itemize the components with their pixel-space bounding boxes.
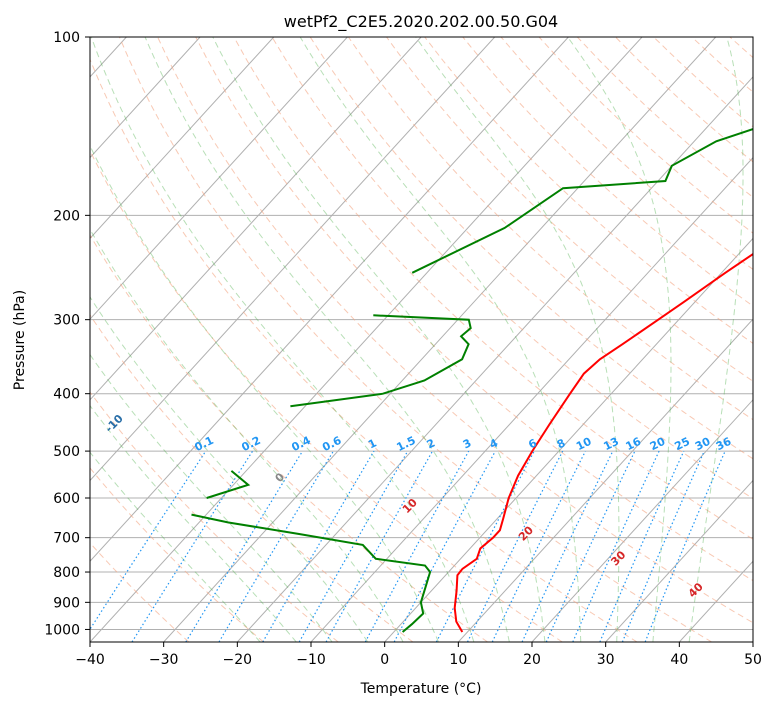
y-tick-label: 800	[53, 565, 80, 581]
mixing-ratio-label: 16	[624, 435, 644, 454]
mixing-ratio-label: 25	[673, 435, 692, 453]
dry-adiabat-lines	[90, 37, 753, 642]
isotherm-line	[90, 37, 422, 401]
mixing-ratio-line	[621, 450, 705, 642]
isotherm-line	[384, 237, 753, 642]
dry-adiabat-line	[90, 149, 563, 642]
dry-adiabat-line	[271, 37, 753, 500]
mixing-ratio-line	[644, 450, 726, 642]
isotherm-line	[90, 37, 275, 240]
isotherm-line	[605, 479, 753, 642]
moist-adiabat-line	[567, 37, 672, 642]
y-axis-title: Pressure (hPa)	[12, 290, 28, 390]
moist-adiabat-line	[90, 228, 404, 642]
profile-lines	[191, 127, 753, 633]
dewpoint-profile-line	[191, 513, 432, 633]
x-tick-label: −30	[149, 652, 179, 668]
isotherm-line	[90, 37, 348, 320]
x-tick-label: 40	[670, 652, 688, 668]
dry-adiabat-line	[90, 234, 488, 642]
x-tick-label: −40	[75, 652, 105, 668]
moist-adiabat-line	[688, 37, 744, 642]
isotherm-line	[90, 37, 201, 159]
moist-adiabat-line	[299, 37, 582, 642]
mixing-ratio-line	[185, 450, 304, 642]
dry-adiabat-line	[309, 37, 753, 460]
mixing-ratio-label: 30	[693, 435, 713, 454]
mixing-ratio-label: 36	[714, 435, 734, 454]
dewpoint-profile-line	[290, 314, 472, 408]
y-tick-label: 1000	[44, 622, 80, 638]
mixing-ratio-line	[325, 450, 434, 642]
moist-adiabat-line	[212, 37, 546, 642]
isotherm-line	[163, 37, 717, 642]
isotherm-line	[90, 37, 569, 563]
moist-adiabat-line	[90, 144, 439, 642]
y-tick-label: 100	[53, 30, 80, 46]
y-tick-label: 500	[53, 444, 80, 460]
dry-adiabat-line	[347, 37, 753, 421]
dry-adiabat-line	[157, 37, 753, 624]
y-tick-label: 700	[53, 531, 80, 547]
moist-adiabat-line	[90, 37, 475, 642]
x-tick-label: 0	[380, 652, 389, 668]
y-tick-label: 400	[53, 387, 80, 403]
dry-adiabat-line	[386, 37, 753, 382]
moist-adiabat-line	[144, 37, 510, 642]
moist-adiabat-line	[90, 353, 333, 642]
x-tick-label: 10	[449, 652, 467, 668]
dry-adiabat-line	[233, 37, 753, 540]
dewpoint-profile-line	[206, 470, 251, 499]
x-tick-label: 30	[597, 652, 615, 668]
mixing-ratio-line	[90, 450, 207, 631]
y-tick-label: 600	[53, 491, 80, 507]
mixing-ratio-line	[599, 450, 685, 642]
x-axis-title: Temperature (°C)	[360, 681, 482, 697]
dry-adiabat-line	[90, 467, 264, 642]
moist-adiabat-line	[415, 37, 620, 642]
isotherm-line	[90, 37, 643, 642]
mixing-ratio-line	[466, 450, 564, 642]
x-tick-label: −10	[296, 652, 326, 668]
y-tick-label: 200	[53, 208, 80, 224]
plot-frame	[89, 36, 754, 643]
x-tick-label: 20	[523, 652, 541, 668]
moist-adiabat-line	[90, 404, 297, 642]
mixing-ratio-line	[572, 450, 660, 642]
dry-adiabat-line	[118, 37, 712, 642]
x-axis-ticks: −40 −30 −20 −10 0 10 20 30 40 50	[75, 642, 762, 668]
mixing-ratio-label: 13	[602, 435, 621, 453]
chart-title: wetPf2_C2E5.2020.202.00.50.G04	[284, 12, 558, 32]
dry-adiabat-line	[195, 37, 753, 582]
mixing-ratio-label: 20	[648, 435, 668, 454]
isotherm-line	[90, 37, 496, 482]
x-tick-label: 50	[744, 652, 762, 668]
isotherm-line	[236, 76, 753, 642]
x-tick-label: −20	[223, 652, 253, 668]
isotherm-lines	[90, 37, 753, 642]
mixing-ratio-line	[131, 450, 254, 642]
isotherm-line	[531, 399, 753, 642]
pressure-grid	[90, 37, 753, 630]
dry-adiabat-line	[90, 542, 190, 642]
temperature-profile-line	[453, 252, 753, 633]
mixing-ratio-line	[393, 450, 496, 642]
dry-adiabat-line	[90, 58, 638, 642]
y-tick-label: 900	[53, 595, 80, 611]
y-axis-ticks: 100 200 300 400 500 600 700 800 900 1000	[44, 30, 90, 638]
dewpoint-profile-line	[411, 127, 753, 274]
moist-adiabat-lines	[90, 37, 744, 642]
isotherm-line	[457, 318, 753, 642]
y-tick-label: 300	[53, 313, 80, 329]
mixing-ratio-label: 10	[574, 435, 594, 454]
